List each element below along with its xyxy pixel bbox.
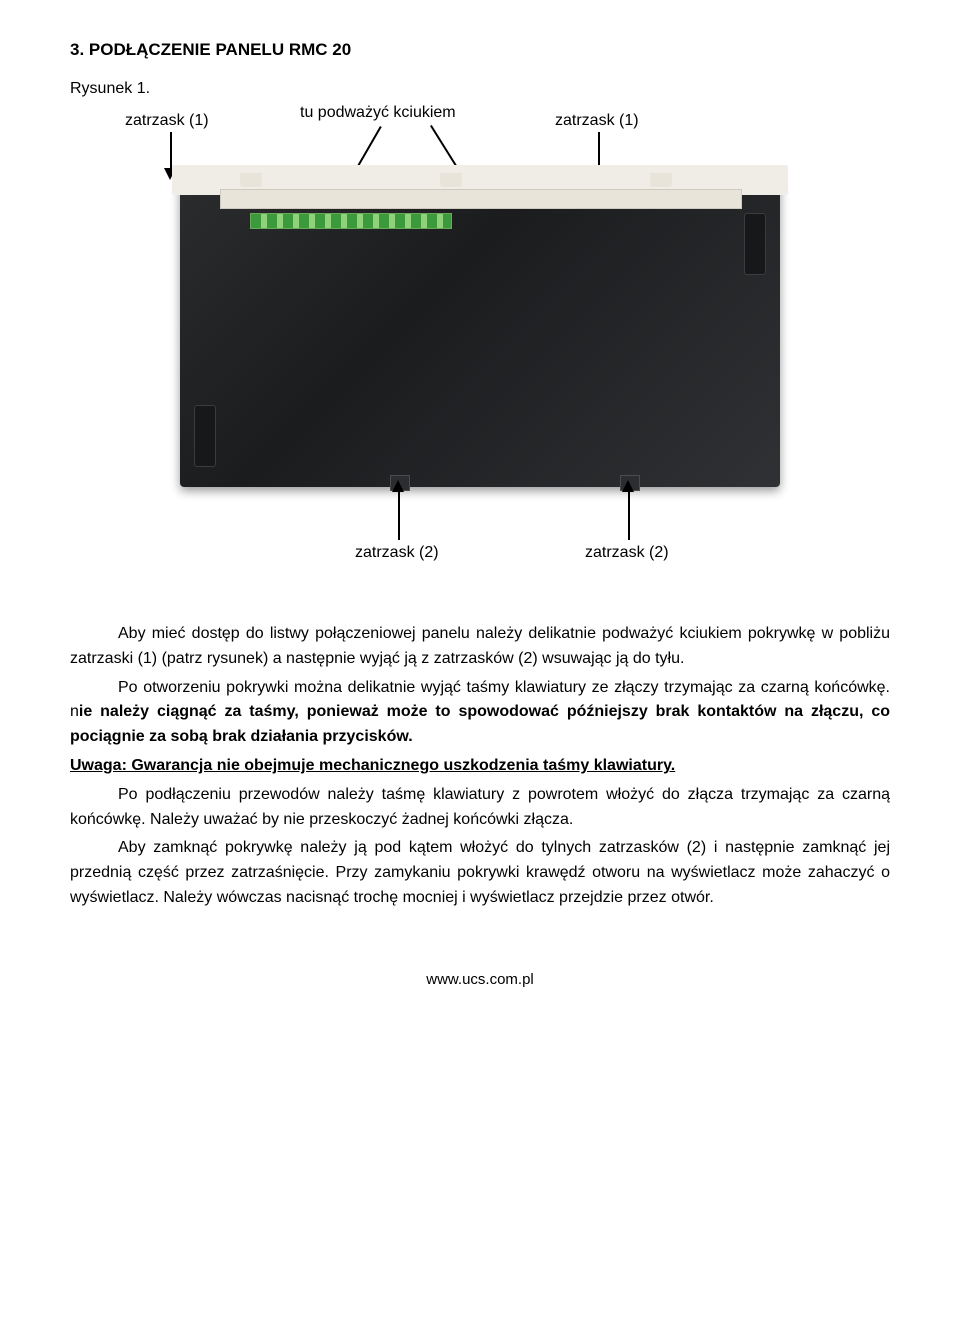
paragraph: Po podłączeniu przewodów należy taśmę kl… bbox=[70, 783, 890, 833]
paragraph-warning: Uwaga: Gwarancja nie obejmuje mechaniczn… bbox=[70, 754, 890, 779]
body-text: Aby mieć dostęp do listwy połączeniowej … bbox=[70, 622, 890, 911]
paragraph: Aby mieć dostęp do listwy połączeniowej … bbox=[70, 622, 890, 672]
label-catch1-left: zatrzask (1) bbox=[125, 112, 209, 130]
arrow-line bbox=[628, 490, 630, 540]
paragraph: Aby zamknąć pokrywkę należy ją pod kątem… bbox=[70, 836, 890, 910]
footer-url: www.ucs.com.pl bbox=[70, 971, 890, 988]
terminal-strip bbox=[250, 213, 452, 229]
arrow-line bbox=[398, 490, 400, 540]
label-catch2-right: zatrzask (2) bbox=[585, 544, 669, 562]
label-pry-center: tu podważyć kciukiem bbox=[300, 104, 456, 122]
text-bold-underline: Uwaga: Gwarancja nie obejmuje mechaniczn… bbox=[70, 757, 675, 774]
side-slot bbox=[194, 405, 216, 467]
text-bold: ie należy ciągnąć za taśmy, ponieważ moż… bbox=[70, 703, 890, 745]
label-catch2-left: zatrzask (2) bbox=[355, 544, 439, 562]
notch bbox=[650, 173, 672, 187]
notch bbox=[440, 173, 462, 187]
arrow-head-icon bbox=[392, 480, 404, 492]
paragraph: Po otworzeniu pokrywki można delikatnie … bbox=[70, 676, 890, 750]
side-slot bbox=[744, 213, 766, 275]
panel-photo bbox=[180, 177, 780, 487]
arrow-line bbox=[170, 132, 172, 170]
arrow-head-icon bbox=[622, 480, 634, 492]
section-heading: 3. PODŁĄCZENIE PANELU RMC 20 bbox=[70, 40, 890, 60]
label-catch1-right: zatrzask (1) bbox=[555, 112, 639, 130]
figure-caption: Rysunek 1. bbox=[70, 80, 890, 98]
figure-diagram: zatrzask (1) tu podważyć kciukiem zatrza… bbox=[70, 112, 890, 592]
notch bbox=[240, 173, 262, 187]
